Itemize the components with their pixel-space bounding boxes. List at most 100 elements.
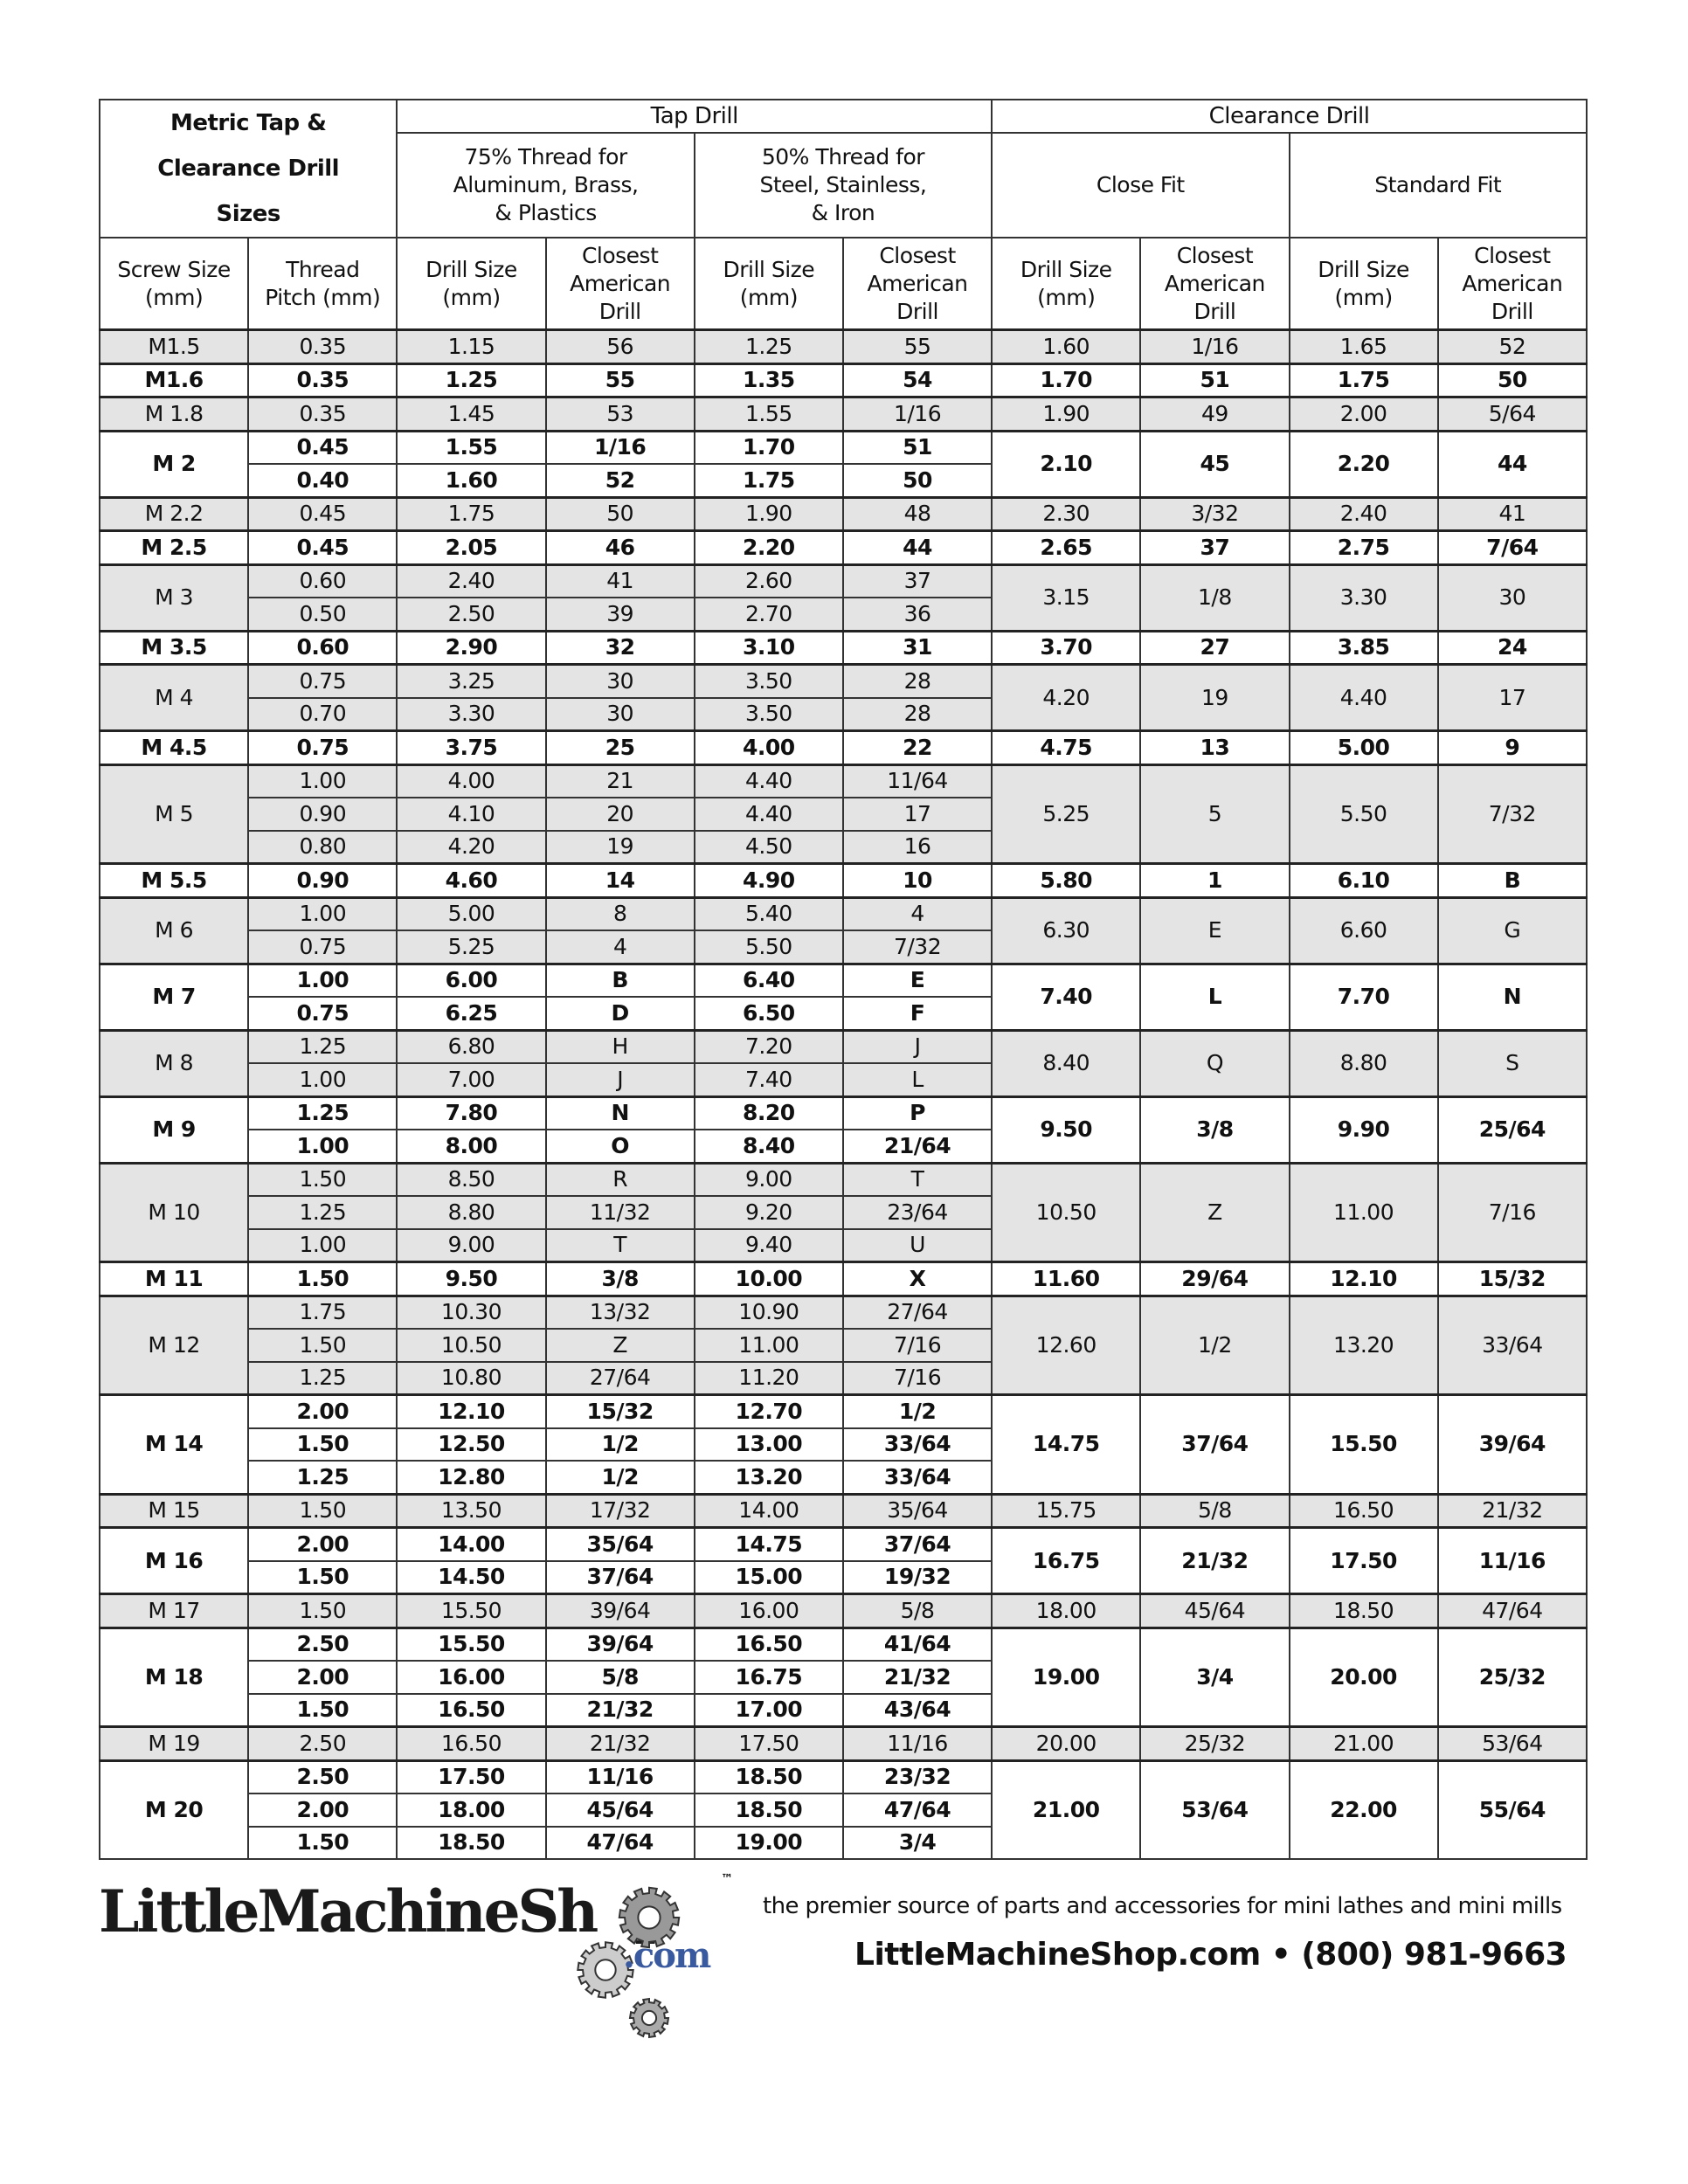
tap75-american-drill: 56 (544, 328, 695, 364)
tap75-drill-size: 5.25 (396, 930, 547, 964)
column-header: Drill Size (mm) (991, 237, 1142, 331)
standard-fit-header: Standard Fit (1288, 132, 1588, 238)
close-fit-drill-size: 15.75 (991, 1492, 1142, 1529)
tap75-drill-size: 3.75 (396, 729, 547, 765)
thread-pitch: 0.35 (247, 396, 398, 432)
tap75-american-drill: 13/32 (544, 1294, 695, 1330)
standard-fit-drill-size: 2.20 (1288, 429, 1439, 498)
tap50-drill-size: 10.90 (693, 1294, 844, 1330)
standard-fit-drill-size: 5.50 (1288, 763, 1439, 865)
column-header-line: Thread (286, 256, 360, 282)
table-row: M 4 0.75 3.25 30 3.50 28 4.20 19 4.40 17 (98, 663, 1588, 732)
screw-size: M 1.8 (98, 396, 250, 432)
tap50-drill-size: 6.40 (693, 962, 844, 998)
table-row: M 10 1.50 8.50 R 9.00 T 10.50 Z 11.00 7/16 (98, 1161, 1588, 1263)
tap50-american-drill: 47/64 (841, 1793, 993, 1828)
tap75-american-drill: 27/64 (544, 1360, 695, 1396)
tap75-drill-size: 16.50 (396, 1725, 547, 1761)
standard-fit-american-drill: B (1436, 862, 1588, 898)
tap75-drill-size: 3.25 (396, 663, 547, 699)
close-fit-american-drill: 37 (1139, 529, 1290, 565)
close-fit-drill-size: 21.00 (991, 1759, 1142, 1860)
close-fit-drill-size: 5.80 (991, 862, 1142, 898)
tap75-drill-size: 7.80 (396, 1095, 547, 1130)
standard-fit-american-drill: 47/64 (1436, 1593, 1588, 1628)
tap75-drill-size: 6.00 (396, 962, 547, 998)
thread-pitch: 1.75 (247, 1294, 398, 1330)
tap75-american-drill: 41 (544, 563, 695, 598)
tap75-drill-size: 5.00 (396, 895, 547, 931)
tap50-american-drill: J (841, 1028, 993, 1064)
tap50-american-drill: 51 (841, 429, 993, 465)
table-row: M 9 1.25 7.80 N 8.20 P 9.50 3/8 9.90 25/64 (98, 1095, 1588, 1164)
table-row: 0.90 4.10 20 4.40 17 (100, 797, 1587, 832)
tap75-drill-size: 10.80 (396, 1360, 547, 1396)
tap75-american-drill: N (544, 1095, 695, 1130)
column-header-line: Closest (1176, 242, 1254, 268)
header-line: Steel, Stainless, (759, 172, 927, 197)
standard-fit-drill-size: 11.00 (1288, 1161, 1439, 1263)
tap50-american-drill: 50 (841, 463, 993, 498)
table-row: M 3 0.60 2.40 41 2.60 37 3.15 1/8 3.30 30 (98, 563, 1588, 632)
tap50-american-drill: 33/64 (841, 1427, 993, 1462)
tap50-drill-size: 1.55 (693, 396, 844, 432)
table-row: 1.50 18.50 47/64 19.00 3/4 (100, 1825, 1587, 1860)
table-row: M 2.5 0.45 2.05 46 2.20 44 2.65 37 2.75 7/64 (98, 529, 1588, 565)
footer: LittleMachineShp .com ™ the premier sour… (99, 1865, 1593, 2040)
tap50-drill-size: 7.40 (693, 1062, 844, 1097)
tap75-drill-size: 17.50 (396, 1759, 547, 1794)
column-header-line: Drill (1491, 298, 1533, 324)
table-row: 2.00 16.00 5/8 16.75 21/32 (100, 1660, 1587, 1695)
tap75-american-drill: 50 (544, 495, 695, 532)
tap75-drill-size: 15.50 (396, 1626, 547, 1662)
table-row: 0.75 5.25 4 5.50 7/32 (100, 930, 1587, 964)
standard-fit-american-drill: S (1436, 1028, 1588, 1097)
column-header-line: Drill (1193, 298, 1236, 324)
tap75-drill-size: 16.50 (396, 1692, 547, 1728)
table-row: M 3.5 0.60 2.90 32 3.10 31 3.70 27 3.85 24 (98, 629, 1588, 666)
table-row: 0.80 4.20 19 4.50 16 (100, 829, 1587, 865)
table-row: M 7 1.00 6.00 B 6.40 E 7.40 L 7.70 N (98, 962, 1588, 1031)
standard-fit-drill-size: 6.60 (1288, 895, 1439, 964)
close-fit-american-drill: 1/2 (1139, 1294, 1290, 1396)
tap75-drill-size: 12.80 (396, 1460, 547, 1495)
tap50-drill-size: 11.20 (693, 1360, 844, 1396)
column-header-line: Closest (581, 242, 659, 268)
thread-pitch: 1.25 (247, 1195, 398, 1230)
table-row: M 17 1.50 15.50 39/64 16.00 5/8 18.00 45/64 18.5… (98, 1593, 1588, 1628)
close-fit-american-drill: 37/64 (1139, 1393, 1290, 1495)
tap75-drill-size: 8.00 (396, 1129, 547, 1164)
standard-fit-drill-size: 1.65 (1288, 328, 1439, 364)
screw-size: M 12 (98, 1294, 250, 1396)
table-row: M 19 2.50 16.50 21/32 17.50 11/16 20.00 25/32 21… (98, 1725, 1588, 1761)
tap75-american-drill: 17/32 (544, 1492, 695, 1529)
column-header: Drill Size (mm) (396, 237, 547, 331)
tap50-american-drill: 27/64 (841, 1294, 993, 1330)
thread-pitch: 0.75 (247, 729, 398, 765)
thread-pitch: 1.00 (247, 1062, 398, 1097)
tap50-american-drill: 28 (841, 663, 993, 699)
standard-fit-drill-size: 7.70 (1288, 962, 1439, 1031)
table-row: 0.40 1.60 52 1.75 50 (100, 463, 1587, 498)
column-header-line: (mm) (739, 284, 799, 310)
tap50-drill-size: 6.50 (693, 996, 844, 1031)
tap75-american-drill: 11/16 (544, 1759, 695, 1794)
close-fit-american-drill: 53/64 (1139, 1759, 1290, 1860)
tap75-american-drill: 1/2 (544, 1427, 695, 1462)
table-row: 1.50 12.50 1/2 13.00 33/64 (100, 1427, 1587, 1462)
tap75-american-drill: 35/64 (544, 1526, 695, 1562)
tap50-american-drill: 41/64 (841, 1626, 993, 1662)
column-header-line: Drill Size (723, 256, 815, 282)
close-fit-drill-size: 4.75 (991, 729, 1142, 765)
tap-drill-header: Tap Drill (396, 99, 993, 134)
tap50-drill-size: 18.50 (693, 1793, 844, 1828)
close-fit-drill-size: 1.90 (991, 396, 1142, 432)
tap50-drill-size: 1.35 (693, 362, 844, 398)
tap75-american-drill: 30 (544, 663, 695, 699)
tap75-american-drill: 14 (544, 862, 695, 898)
close-fit-american-drill: E (1139, 895, 1290, 964)
thread-pitch: 0.35 (247, 328, 398, 364)
tap75-american-drill: 39 (544, 597, 695, 632)
thread-pitch: 0.75 (247, 930, 398, 964)
tap75-american-drill: 25 (544, 729, 695, 765)
